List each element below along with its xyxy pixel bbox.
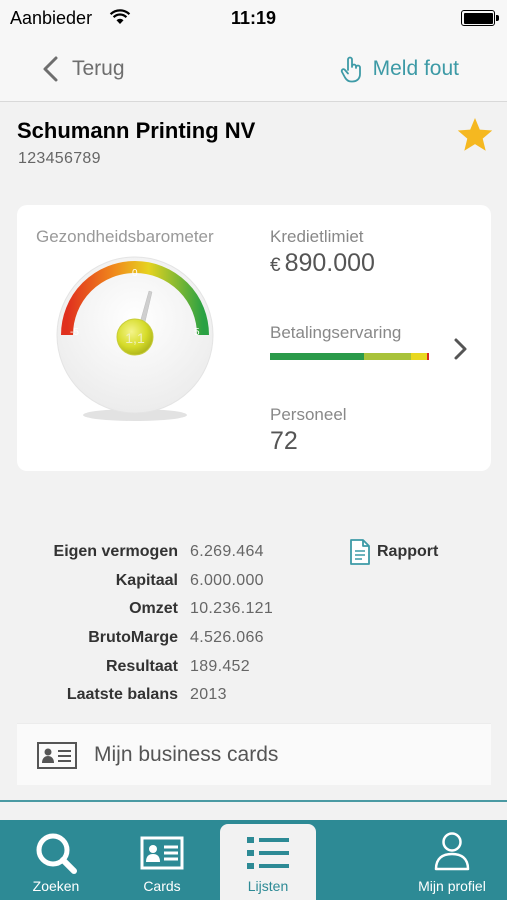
payment-experience-bar bbox=[270, 353, 429, 360]
gauge-mid-label: 0 bbox=[132, 268, 138, 279]
financial-label: Resultaat bbox=[105, 658, 178, 675]
payment-bar-segment bbox=[363, 353, 411, 360]
payment-bar-segment bbox=[426, 353, 429, 360]
financial-value: 4.526.066 bbox=[190, 629, 264, 646]
currency-symbol: € bbox=[270, 255, 281, 276]
health-barometer-gauge: -5 0 5 1,1 bbox=[56, 256, 214, 421]
tab-label: Mijn profiel bbox=[418, 878, 486, 894]
tab-my-profile[interactable]: Mijn profiel bbox=[402, 820, 502, 900]
back-button[interactable]: Terug bbox=[40, 54, 125, 84]
tab-label: Zoeken bbox=[32, 878, 80, 894]
status-time: 11:19 bbox=[230, 8, 277, 28]
chevron-left-icon bbox=[43, 56, 58, 82]
staff-label: Personeel bbox=[270, 405, 347, 424]
status-bar: Aanbieder 11:19 bbox=[0, 0, 507, 36]
payment-bar-segment bbox=[410, 353, 427, 360]
payment-bar-segment bbox=[270, 353, 364, 360]
tab-label: Cards bbox=[143, 878, 181, 894]
gauge-score: 1,1 bbox=[125, 330, 145, 346]
financial-label: Kapitaal bbox=[115, 572, 178, 589]
business-cards-label: Mijn business cards bbox=[94, 743, 279, 766]
tab-search[interactable]: Zoeken bbox=[6, 820, 106, 900]
report-label: Rapport bbox=[377, 543, 439, 560]
tab-cards[interactable]: Cards bbox=[112, 820, 212, 900]
tab-label: Lijsten bbox=[247, 878, 289, 894]
company-summary-card: Gezondheidsbarometer -5 0 5 bbox=[17, 205, 491, 471]
company-name: Schumann Printing NV bbox=[17, 118, 256, 143]
business-card-icon bbox=[37, 742, 77, 769]
search-icon bbox=[36, 833, 77, 874]
back-label: Terug bbox=[72, 57, 125, 80]
financial-row: Eigen vermogen 6.269.464 bbox=[0, 543, 330, 571]
tab-bar: Zoeken Cards Lijsten Mijn profiel bbox=[0, 820, 507, 900]
credit-limit-label: Kredietlimiet bbox=[270, 227, 364, 246]
gauge-min-label: -5 bbox=[70, 327, 79, 338]
navigation-bar: Terug Meld fout bbox=[0, 36, 507, 102]
payment-experience-label: Betalingservaring bbox=[270, 323, 402, 342]
tab-lists[interactable]: Lijsten bbox=[220, 824, 316, 900]
battery-icon bbox=[461, 10, 495, 26]
chevron-right-icon[interactable] bbox=[451, 335, 471, 363]
financial-value: 189.452 bbox=[190, 658, 250, 675]
document-icon bbox=[350, 539, 370, 565]
financial-label: BrutoMarge bbox=[88, 629, 178, 646]
person-icon bbox=[434, 832, 470, 871]
financial-row: BrutoMarge 4.526.066 bbox=[0, 629, 330, 657]
gauge-max-label: 5 bbox=[194, 327, 200, 338]
business-card-icon bbox=[140, 836, 184, 870]
financial-row: Kapitaal 6.000.000 bbox=[0, 572, 330, 600]
staff-value: 72 bbox=[270, 427, 298, 455]
financial-value: 6.000.000 bbox=[190, 572, 264, 589]
financial-value: 10.236.121 bbox=[190, 600, 274, 617]
report-button[interactable]: Rapport bbox=[348, 538, 438, 566]
battery-tip bbox=[496, 15, 499, 21]
financial-row: Laatste balans 2013 bbox=[0, 686, 330, 714]
hand-pointer-icon bbox=[340, 56, 361, 83]
credit-limit-amount: 890.000 bbox=[284, 249, 375, 277]
financial-value: 6.269.464 bbox=[190, 543, 264, 560]
financial-value: 2013 bbox=[190, 686, 227, 703]
financial-row: Omzet 10.236.121 bbox=[0, 600, 330, 628]
company-id: 123456789 bbox=[18, 150, 101, 167]
report-error-button[interactable]: Meld fout bbox=[339, 54, 459, 84]
wifi-icon bbox=[109, 9, 131, 24]
list-icon bbox=[247, 837, 289, 869]
financial-label: Omzet bbox=[129, 600, 178, 617]
star-icon[interactable] bbox=[456, 116, 494, 154]
report-error-label: Meld fout bbox=[372, 57, 459, 80]
divider bbox=[0, 800, 507, 802]
health-barometer-title: Gezondheidsbarometer bbox=[36, 227, 214, 246]
business-cards-row[interactable]: Mijn business cards bbox=[17, 723, 491, 785]
financial-label: Eigen vermogen bbox=[53, 543, 178, 560]
credit-limit-value: €890.000 bbox=[270, 249, 375, 278]
financial-row: Resultaat 189.452 bbox=[0, 658, 330, 686]
carrier-label: Aanbieder bbox=[10, 8, 93, 28]
financial-label: Laatste balans bbox=[66, 686, 178, 703]
